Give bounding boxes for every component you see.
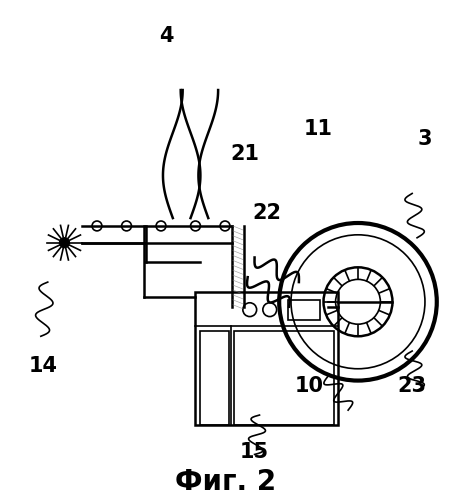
Bar bbox=[234, 332, 334, 425]
Text: 14: 14 bbox=[28, 356, 58, 376]
Circle shape bbox=[59, 238, 69, 248]
Text: 23: 23 bbox=[398, 376, 427, 396]
Bar bbox=[200, 332, 229, 425]
Text: 21: 21 bbox=[230, 144, 259, 164]
Text: 4: 4 bbox=[159, 26, 173, 46]
Bar bbox=[196, 292, 338, 425]
Text: 3: 3 bbox=[418, 130, 432, 150]
Text: 22: 22 bbox=[253, 203, 282, 223]
Text: 11: 11 bbox=[304, 120, 333, 140]
Text: 15: 15 bbox=[240, 442, 269, 462]
Text: 10: 10 bbox=[294, 376, 323, 396]
Text: Фиг. 2: Фиг. 2 bbox=[175, 468, 277, 496]
Bar bbox=[288, 300, 320, 320]
